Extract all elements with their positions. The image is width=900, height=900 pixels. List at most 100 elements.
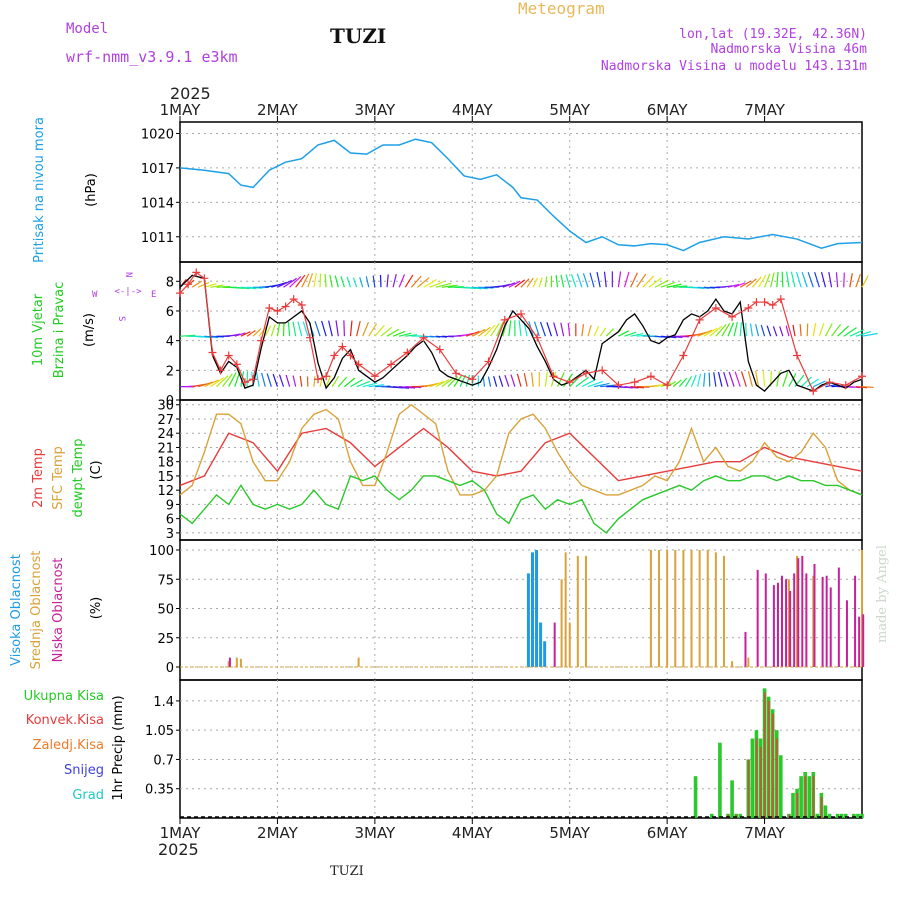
wind-barb: [429, 280, 445, 288]
wind-barb: [728, 371, 735, 387]
wind-barb: [295, 274, 306, 288]
wind-barb: [429, 380, 445, 388]
wind-barb: [362, 321, 370, 337]
cloud-high-bar: [543, 641, 547, 667]
wind-gust-marker: [468, 375, 477, 384]
precip-total-bar: [839, 813, 844, 818]
wind-barb: [855, 386, 868, 389]
pressure-panel: 1011 1014 1017 1020: [141, 121, 863, 263]
wind-gust-marker: [646, 372, 655, 381]
wind-gust-marker: [630, 378, 639, 387]
wind-ytick-label: 4: [166, 335, 174, 350]
temp-ytick-label: 30: [157, 399, 174, 414]
compass-arrows: <-|->: [114, 287, 142, 297]
wind-barb: [831, 324, 841, 337]
wind-barb: [335, 320, 339, 337]
wind-barb: [204, 283, 217, 288]
precip-conv-bar: [767, 700, 770, 818]
wind-barb: [289, 276, 302, 288]
wind-barb: [762, 370, 766, 387]
wind-gust-marker: [760, 298, 769, 307]
precip-ytick-label: 0.35: [145, 783, 174, 798]
wind-barb: [861, 332, 878, 337]
wind-speed-line: [179, 274, 863, 392]
precip-frame: [179, 679, 863, 819]
cloud-high-bar: [530, 552, 534, 667]
wind-barb: [246, 371, 249, 387]
wind-gust-marker: [533, 333, 542, 342]
wind-barb: [654, 383, 667, 388]
wind-barb: [392, 274, 397, 288]
model-elevation-text: Nadmorska Visina u modelu 143.131m: [601, 59, 867, 74]
pressure-ytick-label: 1017: [141, 162, 174, 177]
wind-barb: [792, 324, 796, 337]
wind-barb: [781, 271, 784, 288]
wind-barb: [709, 325, 723, 337]
temp-ytick-label: 3: [166, 527, 174, 542]
pressure-ylabel: Pritisak na nivou mora: [32, 117, 47, 263]
wind-barb: [654, 279, 669, 288]
cloud-mid-bar: [690, 550, 693, 667]
wind-barb: [314, 320, 321, 337]
wind-barb: [739, 322, 742, 337]
cloud-low-bar: [825, 575, 828, 667]
wind-barb: [717, 371, 723, 387]
wind-barb: [745, 278, 757, 288]
compass-south: S: [116, 316, 126, 321]
wind-barb: [779, 326, 784, 337]
precip-total-bar: [709, 813, 714, 818]
wind-gust-marker: [776, 295, 785, 304]
wind-barb: [352, 277, 358, 288]
wind-barb: [530, 372, 534, 387]
wind-barb: [392, 330, 406, 337]
wind-barb: [435, 282, 452, 288]
temp-ytick-label: 27: [157, 413, 174, 428]
wind-barb: [560, 322, 565, 337]
wind-barb: [734, 371, 741, 387]
wind-gust-marker: [500, 315, 509, 324]
cloud-mid-bar: [698, 550, 701, 667]
precip-conv-bar: [804, 776, 807, 818]
precip-total-bar: [843, 813, 848, 818]
wind-barb: [453, 375, 463, 387]
wind-barb: [198, 281, 210, 288]
precip-label-hail: Grad: [72, 788, 104, 803]
wind-gust-marker: [752, 298, 761, 307]
time-axis: 1MAY 1MAY 2MAY 2MAY 3MAY 3MAY 4MAY 4MAY 5MAY 5MAY…: [160, 101, 786, 842]
wind-gust-marker: [249, 375, 258, 384]
wind-barb: [222, 373, 233, 388]
wind-barb: [368, 323, 378, 337]
wind-gust-marker: [663, 381, 672, 390]
day-label-top: 4MAY: [452, 101, 494, 119]
compass-north: N: [123, 272, 133, 277]
wind-barb: [567, 322, 571, 337]
cloud-low-bar: [776, 582, 779, 667]
temp-ytick-label: 9: [166, 498, 174, 513]
precip-label-frozen: Zaledj.Kisa: [33, 738, 104, 753]
wind-barb: [855, 331, 872, 337]
chart-type-title: Meteogram: [518, 0, 605, 18]
wind-barb: [410, 275, 422, 288]
wind-barb: [684, 376, 693, 387]
wind-barb: [328, 320, 333, 337]
wind-barb: [216, 375, 229, 388]
wind-barb: [372, 275, 376, 288]
wind-barb: [603, 271, 607, 288]
wind-gust-marker: [184, 280, 193, 289]
cloud-mid-bar: [714, 552, 717, 667]
temp-ytick-label: 15: [157, 470, 174, 485]
wind-barb: [270, 323, 276, 337]
precip-ytick-label: 1.05: [145, 724, 174, 739]
cloud-frame: [179, 539, 863, 681]
wind-barb: [399, 386, 416, 389]
cloud-low-bar: [837, 567, 840, 667]
wind-barb: [697, 286, 710, 290]
cloud-mid-bar: [747, 657, 750, 667]
wind-barb: [429, 335, 441, 338]
wind-barb: [596, 272, 601, 288]
wind-barb: [593, 326, 600, 337]
cloud-mid-bar: [682, 550, 685, 667]
wind-gust-marker: [809, 387, 818, 396]
wind-barb: [359, 277, 364, 288]
